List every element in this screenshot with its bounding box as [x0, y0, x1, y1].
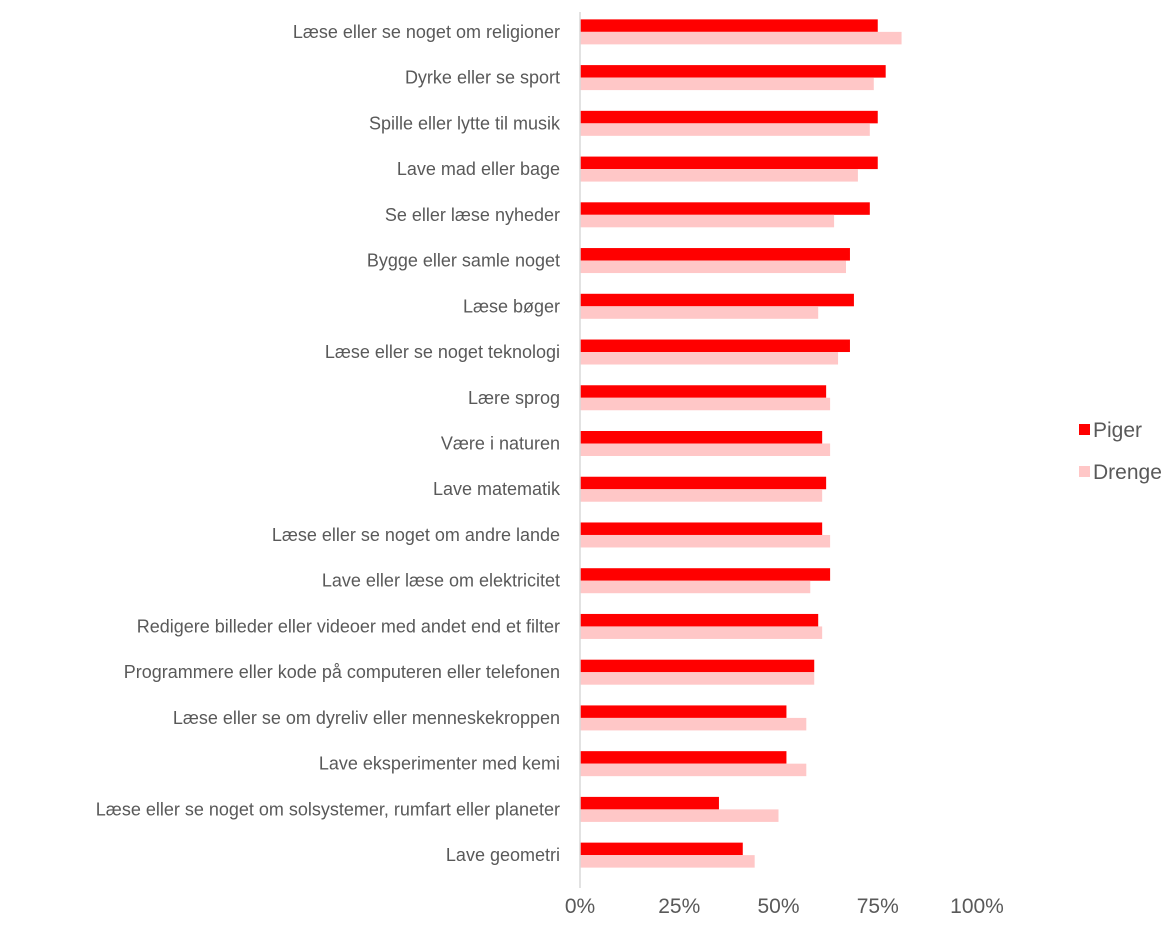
category-label: Bygge eller samle noget [367, 251, 560, 271]
bar-drenge [580, 443, 831, 456]
bar-piger [580, 613, 819, 627]
category-label: Læse bøger [463, 296, 560, 316]
legend-label-piger: Piger [1093, 419, 1142, 442]
category-label: Lave matematik [433, 479, 561, 499]
category-label: Dyrke eller se sport [405, 68, 560, 88]
bar-piger [580, 705, 787, 718]
category-label: Lave eksperimenter med kemi [319, 754, 560, 774]
bar-drenge [580, 214, 835, 228]
bar-piger [580, 431, 823, 444]
category-labels: Læse eller se noget om religioner Dyrke e… [96, 22, 561, 865]
category-label: Læse eller se om dyreliv eller menneskek… [173, 708, 560, 728]
x-tick-label: 25% [658, 895, 700, 918]
bar-drenge [580, 77, 874, 91]
bar-drenge [580, 717, 807, 731]
bar-piger [580, 156, 878, 170]
category-label: Lave eller læse om elektricitet [322, 571, 560, 591]
bar-drenge [580, 763, 807, 777]
bars-layer [580, 19, 902, 868]
category-label: Lære sprog [468, 388, 560, 408]
bar-piger [580, 659, 815, 673]
category-label: Læse eller se noget om religioner [293, 22, 560, 42]
bar-piger [580, 568, 831, 581]
bar-piger [580, 751, 787, 764]
bar-drenge [580, 123, 870, 136]
bar-drenge [580, 809, 779, 822]
bar-drenge [580, 489, 823, 502]
category-label: Programmere eller kode på computeren ell… [124, 662, 560, 682]
bar-drenge [580, 855, 755, 868]
category-label: Spille eller lytte til musik [369, 113, 561, 133]
category-label: Læse eller se noget teknologi [325, 342, 560, 362]
bar-piger [580, 796, 719, 810]
bar-drenge [580, 352, 839, 365]
category-label: Se eller læse nyheder [385, 205, 560, 225]
legend-swatch-piger [1079, 424, 1090, 435]
bar-piger [580, 202, 870, 215]
category-label: Læse eller se noget om andre lande [272, 525, 560, 545]
category-label: Være i naturen [441, 434, 560, 454]
x-tick-label: 100% [950, 895, 1004, 918]
x-tick-label: 0% [565, 895, 595, 918]
x-axis-tick-labels: 0% 25% 50% 75% 100% [565, 895, 1004, 918]
category-label: Lave mad eller bage [397, 159, 560, 179]
bar-drenge [580, 580, 811, 594]
bar-piger [580, 476, 827, 490]
category-label: Læse eller se noget om solsystemer, rumf… [96, 799, 560, 819]
bar-drenge [580, 260, 846, 274]
bar-drenge [580, 306, 819, 319]
bar-piger [580, 110, 878, 124]
bar-piger [580, 65, 886, 78]
bar-piger [580, 248, 850, 261]
bar-piger [580, 385, 827, 398]
bar-piger [580, 522, 823, 535]
category-label: Lave geometri [446, 845, 560, 865]
bar-drenge [580, 626, 823, 639]
bar-piger [580, 339, 850, 353]
bar-drenge [580, 169, 858, 182]
bar-piger [580, 842, 743, 856]
bar-drenge [580, 534, 831, 548]
x-tick-label: 75% [857, 895, 899, 918]
legend: Piger Drenge [1079, 419, 1162, 484]
bar-drenge [580, 397, 831, 411]
bar-piger [580, 293, 854, 307]
category-label: Redigere billeder eller videoer med ande… [137, 616, 560, 636]
x-tick-label: 50% [757, 895, 799, 918]
legend-label-drenge: Drenge [1093, 461, 1162, 484]
bar-piger [580, 19, 878, 32]
legend-swatch-drenge [1079, 466, 1090, 477]
bar-drenge [580, 672, 815, 685]
bar-drenge [580, 31, 902, 45]
